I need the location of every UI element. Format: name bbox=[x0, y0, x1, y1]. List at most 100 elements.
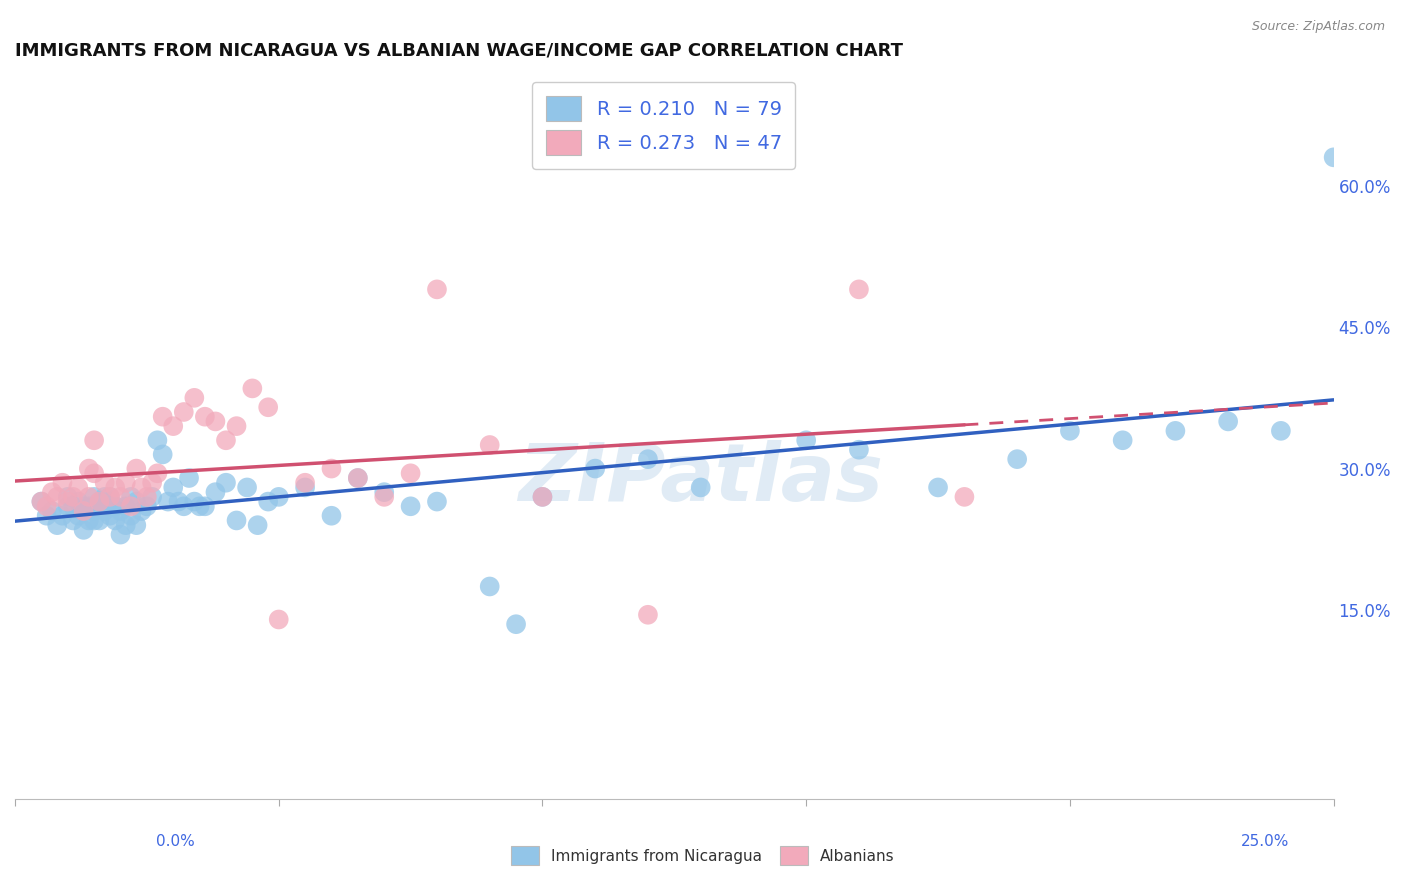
Point bbox=[98, 494, 121, 508]
Point bbox=[56, 490, 79, 504]
Point bbox=[399, 467, 422, 481]
Point bbox=[114, 518, 136, 533]
Point bbox=[110, 490, 132, 504]
Text: 0.0%: 0.0% bbox=[156, 834, 195, 849]
Point bbox=[156, 494, 179, 508]
Point bbox=[120, 500, 142, 514]
Point bbox=[56, 500, 79, 514]
Point bbox=[294, 475, 316, 490]
Point bbox=[240, 381, 263, 395]
Point bbox=[120, 508, 142, 523]
Point bbox=[531, 490, 554, 504]
Point bbox=[183, 494, 205, 508]
Point bbox=[72, 523, 94, 537]
Point bbox=[246, 518, 269, 533]
Point bbox=[426, 282, 449, 296]
Point bbox=[67, 508, 90, 523]
Point bbox=[1059, 424, 1081, 438]
Point bbox=[347, 471, 370, 485]
Point bbox=[41, 485, 63, 500]
Point bbox=[146, 467, 169, 481]
Point bbox=[267, 612, 290, 626]
Point bbox=[77, 490, 100, 504]
Point bbox=[194, 500, 217, 514]
Point bbox=[135, 500, 157, 514]
Text: ZIPatlas: ZIPatlas bbox=[519, 440, 883, 518]
Point bbox=[41, 504, 63, 518]
Point bbox=[141, 475, 163, 490]
Point bbox=[321, 461, 343, 475]
Point bbox=[162, 480, 184, 494]
Point bbox=[162, 419, 184, 434]
Point bbox=[141, 490, 163, 504]
Point bbox=[225, 513, 247, 527]
Point bbox=[83, 434, 105, 448]
Point bbox=[183, 391, 205, 405]
Point bbox=[215, 475, 238, 490]
Point bbox=[104, 513, 127, 527]
Point bbox=[347, 471, 370, 485]
Point bbox=[120, 490, 142, 504]
Point bbox=[1111, 434, 1133, 448]
Point bbox=[72, 504, 94, 518]
Point bbox=[62, 513, 84, 527]
Point bbox=[72, 504, 94, 518]
Point bbox=[131, 480, 153, 494]
Point bbox=[114, 500, 136, 514]
Text: Source: ZipAtlas.com: Source: ZipAtlas.com bbox=[1251, 20, 1385, 33]
Point bbox=[152, 447, 174, 461]
Point bbox=[583, 461, 606, 475]
Point bbox=[93, 475, 115, 490]
Point bbox=[93, 504, 115, 518]
Point bbox=[173, 405, 195, 419]
Point bbox=[77, 461, 100, 475]
Point bbox=[478, 579, 501, 593]
Point bbox=[399, 500, 422, 514]
Point bbox=[72, 500, 94, 514]
Point bbox=[152, 409, 174, 424]
Point bbox=[35, 508, 58, 523]
Point bbox=[46, 518, 69, 533]
Point bbox=[62, 490, 84, 504]
Point bbox=[98, 490, 121, 504]
Point bbox=[373, 490, 395, 504]
Point bbox=[426, 494, 449, 508]
Point bbox=[98, 508, 121, 523]
Point bbox=[848, 442, 870, 457]
Point bbox=[77, 513, 100, 527]
Point bbox=[89, 494, 111, 508]
Point bbox=[204, 485, 226, 500]
Point bbox=[89, 513, 111, 527]
Point bbox=[927, 480, 949, 494]
Point bbox=[1005, 452, 1028, 467]
Point bbox=[173, 500, 195, 514]
Point bbox=[257, 494, 280, 508]
Point bbox=[35, 500, 58, 514]
Legend: R = 0.210   N = 79, R = 0.273   N = 47: R = 0.210 N = 79, R = 0.273 N = 47 bbox=[533, 82, 796, 169]
Point bbox=[83, 513, 105, 527]
Point bbox=[98, 490, 121, 504]
Point bbox=[953, 490, 976, 504]
Point bbox=[89, 494, 111, 508]
Point bbox=[257, 401, 280, 415]
Point bbox=[67, 494, 90, 508]
Point bbox=[267, 490, 290, 504]
Point bbox=[131, 504, 153, 518]
Point bbox=[51, 508, 73, 523]
Point bbox=[188, 500, 211, 514]
Point bbox=[1323, 150, 1346, 164]
Point bbox=[177, 471, 200, 485]
Point bbox=[110, 527, 132, 541]
Point bbox=[104, 480, 127, 494]
Point bbox=[478, 438, 501, 452]
Text: 25.0%: 25.0% bbox=[1241, 834, 1289, 849]
Point bbox=[373, 485, 395, 500]
Point bbox=[125, 518, 148, 533]
Point bbox=[89, 500, 111, 514]
Point bbox=[30, 494, 52, 508]
Point bbox=[104, 500, 127, 514]
Point bbox=[194, 409, 217, 424]
Point bbox=[1270, 424, 1292, 438]
Point bbox=[46, 490, 69, 504]
Point bbox=[794, 434, 817, 448]
